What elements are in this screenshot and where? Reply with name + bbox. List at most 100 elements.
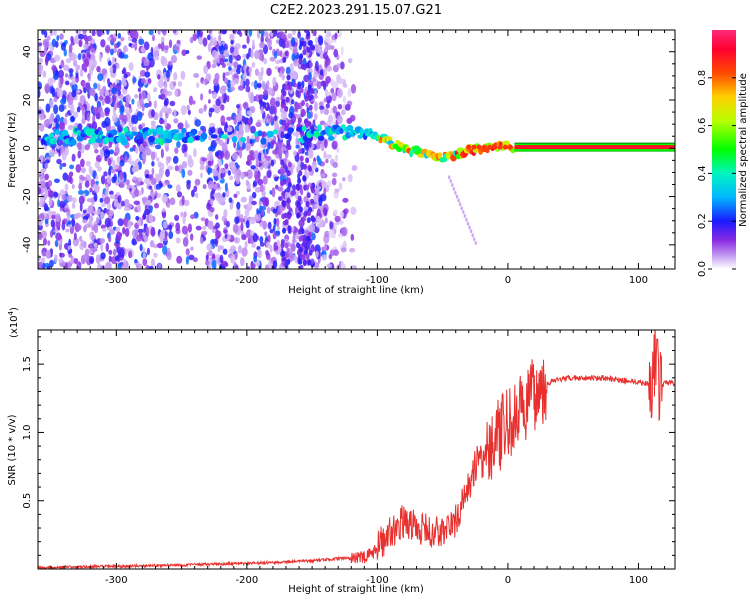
heat-cell: [164, 45, 169, 50]
heat-cell: [257, 130, 263, 137]
heat-cell: [344, 104, 351, 111]
heat-cell: [61, 42, 67, 47]
heat-cell: [331, 177, 337, 186]
heat-cell: [157, 263, 161, 269]
heat-cell: [43, 237, 47, 246]
heat-cell: [157, 74, 161, 80]
heat-cell: [334, 215, 341, 223]
heat-cell: [136, 234, 143, 242]
heat-cell: [78, 182, 83, 191]
y-tick-label: 0.5: [22, 493, 33, 509]
heat-cell: [148, 100, 152, 107]
heat-cell: [210, 190, 214, 200]
heat-cell: [458, 202, 462, 207]
heat-cell: [167, 165, 174, 171]
heat-cell: [119, 94, 124, 101]
heat-cell: [54, 178, 60, 184]
heat-cell: [214, 238, 219, 247]
heat-cell: [194, 178, 201, 186]
heat-cell: [299, 155, 304, 162]
heat-cell: [183, 199, 190, 206]
heat-cell: [272, 149, 278, 155]
heat-cell: [180, 211, 184, 218]
heat-cell: [286, 197, 291, 204]
heat-cell: [157, 79, 165, 89]
heat-cell: [237, 64, 242, 69]
heat-cell: [347, 173, 353, 183]
heat-cell: [307, 95, 312, 102]
spectrogram-y-ticks: -40 -20 0 20 40: [22, 39, 675, 270]
heat-cell: [141, 77, 146, 84]
heat-cell: [82, 219, 88, 224]
heat-cell: [196, 82, 200, 88]
heat-cell: [466, 221, 470, 226]
heat-cell: [226, 61, 231, 67]
heat-cell: [310, 198, 315, 205]
heat-cell: [457, 198, 460, 203]
heat-cell: [310, 215, 315, 222]
heat-cell: [308, 61, 313, 68]
heat-cell: [214, 72, 220, 82]
heat-cell: [302, 175, 307, 182]
heat-cell: [68, 253, 73, 258]
heat-cell: [280, 242, 285, 249]
x-tick-label: -300: [105, 575, 128, 586]
heat-cell: [70, 105, 75, 115]
heat-cell: [272, 260, 278, 269]
heat-cell: [152, 34, 155, 42]
heat-cell: [51, 87, 56, 98]
heat-cell: [208, 89, 212, 95]
heat-cell: [198, 108, 204, 114]
heat-cell: [201, 157, 208, 162]
heat-cell: [115, 226, 121, 233]
heat-cell: [128, 103, 132, 109]
heat-cell: [153, 55, 160, 61]
heat-cell: [308, 249, 313, 256]
heat-cell: [284, 50, 289, 57]
heat-cell: [148, 30, 154, 36]
heat-cell: [213, 183, 218, 190]
heat-cell: [463, 213, 466, 218]
heat-cell: [248, 118, 252, 125]
heat-cell: [280, 131, 285, 138]
heat-cell: [44, 55, 49, 66]
heat-cell: [132, 77, 137, 83]
spectrogram-y-label: Frequency (Hz): [7, 112, 18, 188]
heat-cell: [117, 195, 122, 204]
heat-cell: [260, 30, 265, 36]
heat-cell: [49, 99, 54, 109]
heat-cell: [305, 201, 310, 207]
heat-cell: [187, 109, 191, 116]
heat-cell: [240, 222, 244, 232]
heat-cell: [128, 42, 132, 47]
heat-cell: [306, 30, 311, 37]
heat-cell: [190, 246, 194, 251]
x-tick-label: -300: [105, 275, 128, 286]
heat-cell: [65, 80, 70, 86]
heat-cell: [339, 219, 344, 225]
heat-cell: [241, 234, 247, 241]
heat-cell: [265, 148, 269, 155]
heat-cell: [236, 104, 240, 109]
heat-cell: [213, 192, 219, 198]
heat-cell: [138, 205, 142, 213]
heat-cell: [208, 30, 213, 34]
heat-cell: [162, 220, 168, 229]
heat-cell: [337, 104, 343, 110]
heat-cell: [152, 244, 159, 249]
heat-cell: [125, 94, 131, 103]
heat-cell: [149, 213, 153, 224]
colorbar-tick-label: 0.2: [697, 213, 708, 229]
heat-cell: [38, 255, 41, 261]
y-tick-label: -40: [22, 237, 33, 253]
heat-cell: [55, 122, 60, 131]
heat-cell: [88, 68, 93, 76]
heat-cell: [46, 266, 51, 269]
heat-cell: [248, 30, 253, 37]
heat-cell: [323, 97, 327, 103]
heat-cell: [185, 256, 189, 265]
heat-cell: [284, 150, 289, 159]
heat-cell: [311, 160, 317, 170]
heat-cell: [267, 221, 272, 230]
heat-cell: [129, 160, 136, 166]
